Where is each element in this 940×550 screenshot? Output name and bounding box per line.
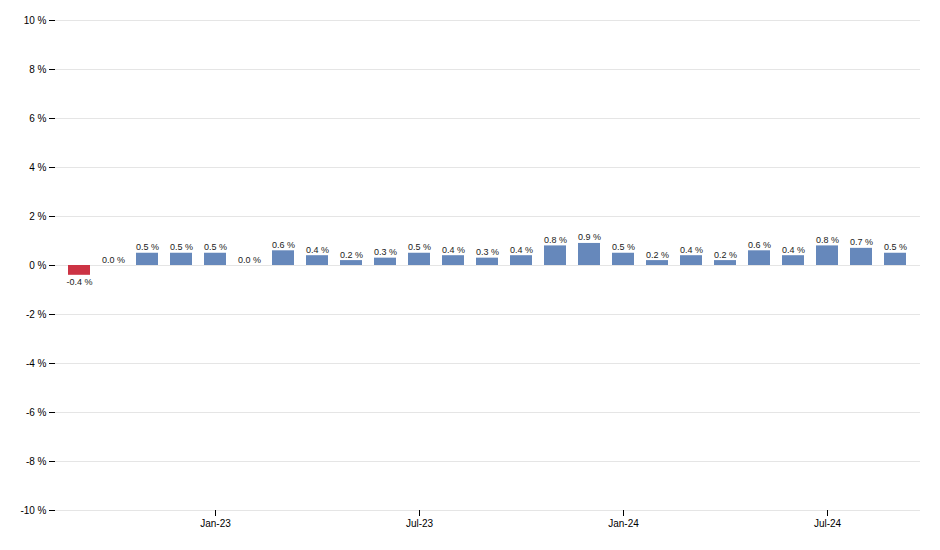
svg-text:-6 %: -6 % bbox=[26, 407, 47, 418]
svg-text:0.2 %: 0.2 % bbox=[646, 250, 669, 260]
svg-text:0.5 %: 0.5 % bbox=[612, 242, 635, 252]
svg-text:Jan-24: Jan-24 bbox=[608, 518, 639, 529]
svg-text:-4 %: -4 % bbox=[26, 358, 47, 369]
svg-text:0.5 %: 0.5 % bbox=[884, 242, 907, 252]
svg-text:8 %: 8 % bbox=[29, 64, 46, 75]
svg-text:6 %: 6 % bbox=[29, 113, 46, 124]
svg-text:0.6 %: 0.6 % bbox=[748, 240, 771, 250]
svg-text:Jan-23: Jan-23 bbox=[200, 518, 231, 529]
svg-text:0.6 %: 0.6 % bbox=[272, 240, 295, 250]
svg-text:-2 %: -2 % bbox=[26, 309, 47, 320]
svg-text:2 %: 2 % bbox=[29, 211, 46, 222]
svg-text:10 %: 10 % bbox=[24, 15, 47, 26]
svg-text:0.5 %: 0.5 % bbox=[408, 242, 431, 252]
svg-text:0.2 %: 0.2 % bbox=[340, 250, 363, 260]
svg-text:-0.4 %: -0.4 % bbox=[66, 277, 92, 287]
svg-text:0 %: 0 % bbox=[29, 260, 46, 271]
svg-text:0.4 %: 0.4 % bbox=[680, 245, 703, 255]
svg-text:4 %: 4 % bbox=[29, 162, 46, 173]
svg-text:0.8 %: 0.8 % bbox=[816, 235, 839, 245]
svg-text:0.5 %: 0.5 % bbox=[136, 242, 159, 252]
svg-text:0.4 %: 0.4 % bbox=[306, 245, 329, 255]
svg-text:0.4 %: 0.4 % bbox=[510, 245, 533, 255]
svg-text:0.8 %: 0.8 % bbox=[544, 235, 567, 245]
svg-text:0.0 %: 0.0 % bbox=[238, 255, 261, 265]
svg-text:Jul-24: Jul-24 bbox=[814, 518, 842, 529]
svg-text:0.5 %: 0.5 % bbox=[170, 242, 193, 252]
svg-text:0.2 %: 0.2 % bbox=[714, 250, 737, 260]
svg-text:0.3 %: 0.3 % bbox=[374, 247, 397, 257]
svg-text:Jul-23: Jul-23 bbox=[406, 518, 434, 529]
svg-text:0.7 %: 0.7 % bbox=[850, 237, 873, 247]
svg-text:-10 %: -10 % bbox=[20, 505, 46, 516]
svg-text:0.0 %: 0.0 % bbox=[102, 255, 125, 265]
svg-text:0.3 %: 0.3 % bbox=[476, 247, 499, 257]
svg-text:0.4 %: 0.4 % bbox=[442, 245, 465, 255]
svg-text:-8 %: -8 % bbox=[26, 456, 47, 467]
svg-text:0.4 %: 0.4 % bbox=[782, 245, 805, 255]
svg-text:0.5 %: 0.5 % bbox=[204, 242, 227, 252]
svg-text:0.9 %: 0.9 % bbox=[578, 232, 601, 242]
